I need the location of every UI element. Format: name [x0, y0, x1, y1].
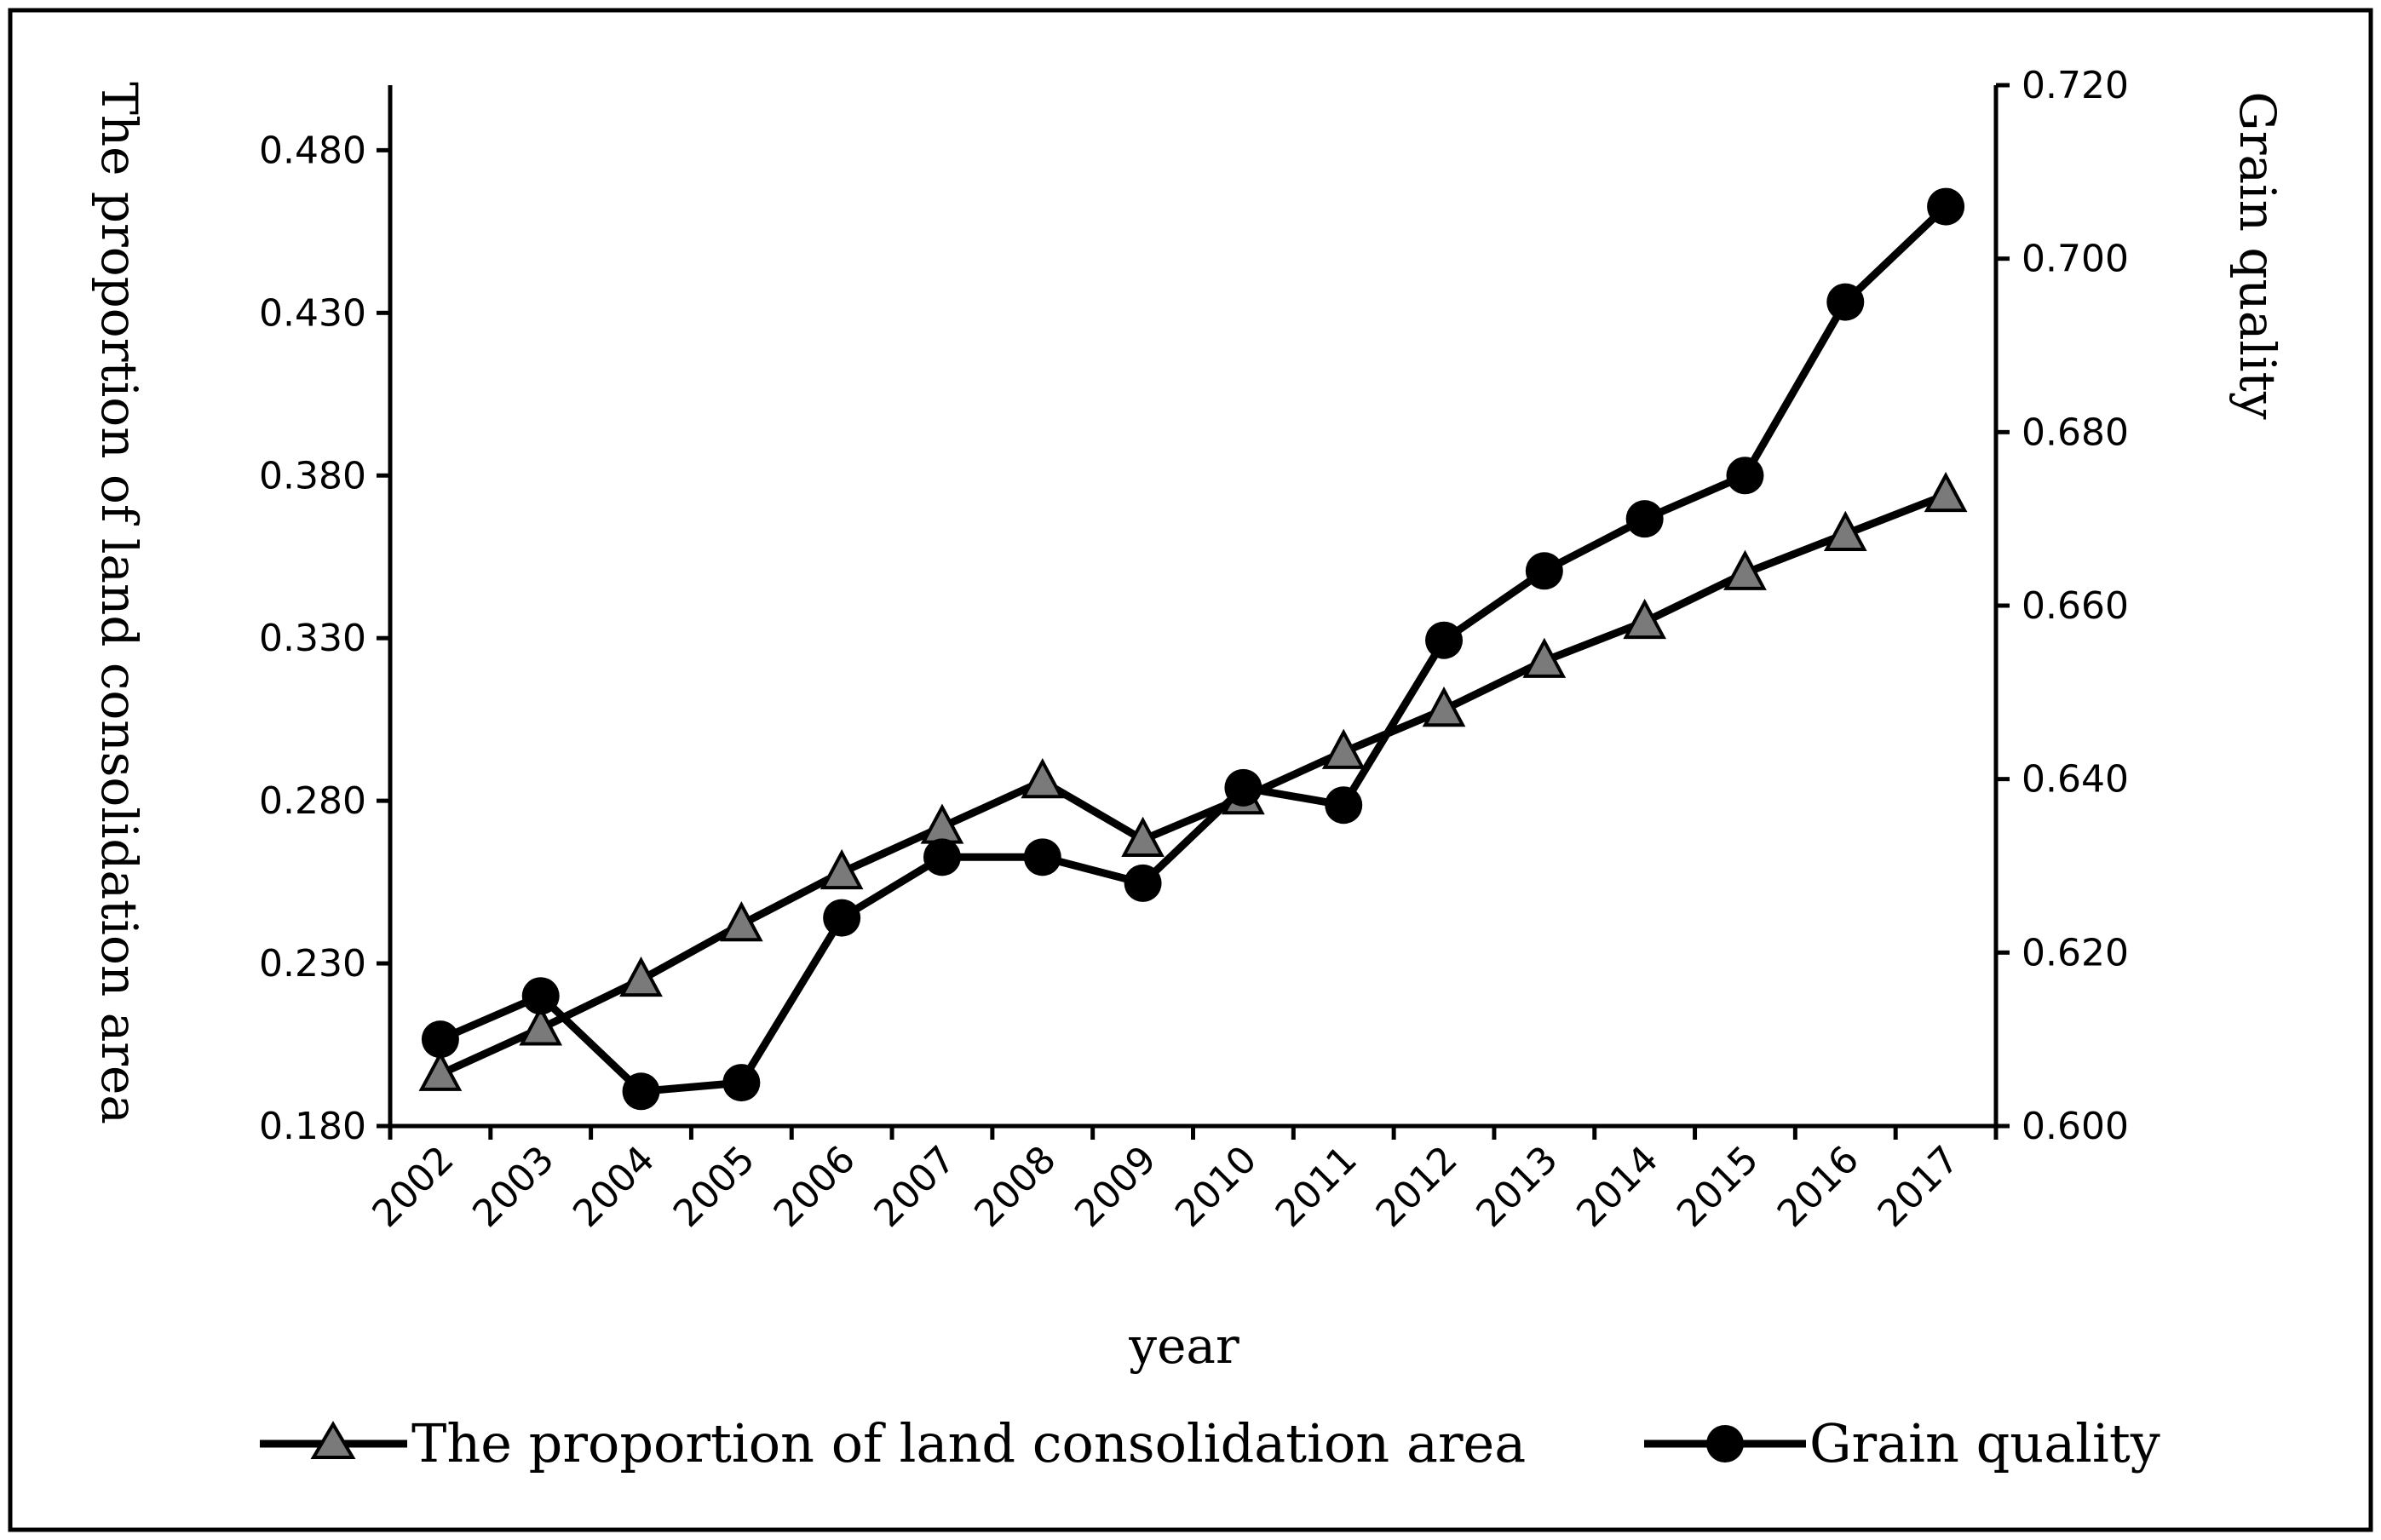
- data-point-circle: [1927, 187, 1965, 226]
- data-point-triangle: [619, 956, 663, 997]
- data-point-circle: [823, 899, 861, 937]
- data-point-circle: [1224, 768, 1262, 807]
- data-point-circle: [722, 1064, 761, 1102]
- legend-triangle-icon: [310, 1421, 356, 1459]
- right-tick-label: 0.660: [2022, 584, 2129, 628]
- right-axis-ticks: 0.600 0.620 0.640 0.660 0.680 0.700 0.720: [1996, 64, 2129, 1148]
- left-axis-title: The proportion of land consolidation are…: [90, 82, 148, 1124]
- left-axis-ticks: 0.180 0.230 0.280 0.330 0.380 0.430 0.480: [259, 129, 390, 1148]
- right-axis-title: Grain quality: [2229, 91, 2286, 419]
- left-tick-label: 0.430: [259, 291, 366, 335]
- data-point-circle: [1425, 621, 1464, 659]
- chart-border: [8, 8, 2373, 1532]
- left-tick-label: 0.380: [259, 454, 366, 497]
- data-point-triangle: [418, 1050, 463, 1091]
- right-tick-label: 0.620: [2022, 931, 2129, 974]
- series-layer: [418, 187, 1968, 1111]
- x-axis-title: year: [1128, 1317, 1239, 1375]
- data-point-circle: [421, 1020, 459, 1059]
- data-point-triangle: [519, 1005, 563, 1046]
- data-point-triangle: [1121, 816, 1165, 857]
- data-point-triangle: [1823, 510, 1867, 551]
- data-point-circle: [923, 838, 961, 876]
- data-point-circle: [1826, 283, 1865, 321]
- data-point-triangle: [1522, 637, 1567, 678]
- series-line-1: [439, 204, 1949, 1095]
- left-tick-label: 0.230: [259, 942, 366, 985]
- data-point-triangle: [1422, 686, 1466, 727]
- left-tick-label: 0.280: [259, 779, 366, 823]
- data-point-circle: [1525, 552, 1563, 590]
- left-tick-label: 0.330: [259, 617, 366, 660]
- left-tick-label: 0.480: [259, 129, 366, 172]
- data-point-circle: [1023, 838, 1061, 876]
- data-point-triangle: [720, 901, 763, 942]
- series-line-0: [439, 491, 1947, 1077]
- right-tick-label: 0.600: [2022, 1105, 2129, 1148]
- data-point-circle: [1124, 864, 1162, 902]
- data-point-triangle: [1321, 728, 1366, 769]
- data-point-circle: [1625, 500, 1664, 538]
- right-tick-label: 0.700: [2022, 238, 2129, 281]
- legend-label-land-proportion: The proportion of land consolidation are…: [411, 1412, 1526, 1474]
- right-tick-label: 0.640: [2022, 758, 2129, 802]
- legend-label-grain-quality: Grain quality: [1809, 1412, 2160, 1474]
- data-point-triangle: [1924, 471, 1968, 513]
- data-point-circle: [1325, 786, 1363, 825]
- data-point-circle: [622, 1072, 660, 1111]
- data-point-triangle: [1021, 757, 1065, 799]
- legend: The proportion of land consolidation are…: [260, 1412, 2160, 1474]
- left-tick-label: 0.180: [259, 1105, 366, 1148]
- data-point-triangle: [820, 848, 864, 890]
- right-tick-label: 0.680: [2022, 411, 2129, 454]
- data-point-circle: [521, 977, 560, 1015]
- data-point-triangle: [1623, 598, 1666, 640]
- data-point-circle: [1726, 457, 1764, 495]
- data-point-triangle: [1723, 549, 1767, 590]
- legend-circle-icon: [1706, 1425, 1744, 1462]
- right-tick-label: 0.720: [2022, 64, 2129, 107]
